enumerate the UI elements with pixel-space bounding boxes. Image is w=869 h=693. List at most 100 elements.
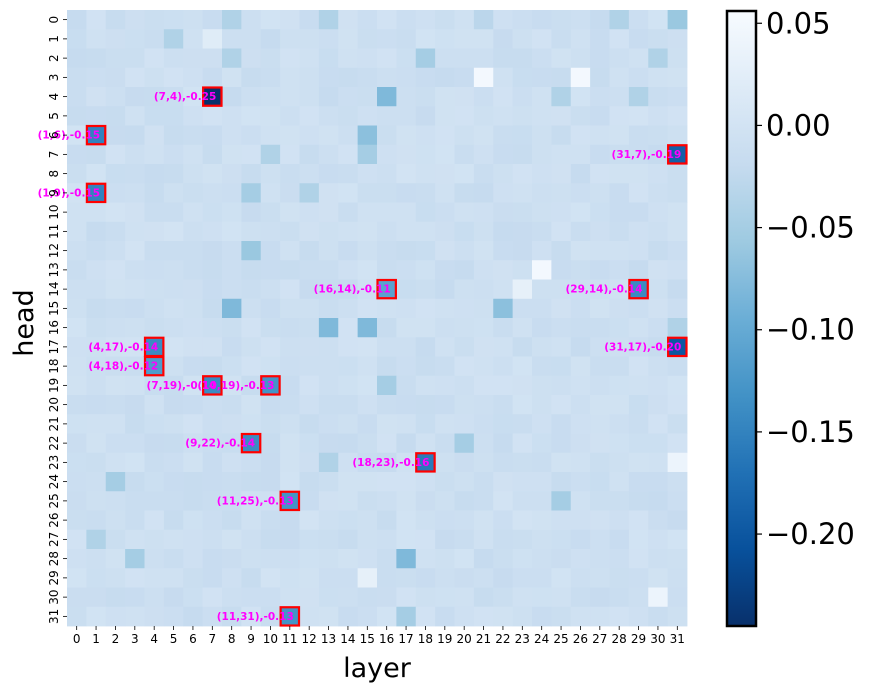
- heatmap-cell: [318, 491, 339, 511]
- heatmap-cell: [415, 337, 436, 357]
- heatmap-cell: [86, 529, 107, 550]
- highlight-box: [667, 144, 688, 165]
- heatmap-cell: [105, 395, 126, 415]
- heatmap-cell: [454, 529, 475, 550]
- heatmap-cell: [241, 260, 262, 280]
- heatmap-cell: [144, 606, 165, 627]
- heatmap-cell: [454, 10, 475, 30]
- heatmap-cell: [241, 318, 262, 338]
- heatmap-cell: [570, 433, 591, 454]
- heatmap-cell: [628, 606, 649, 627]
- y-tick-label: 18: [47, 358, 61, 373]
- heatmap-cell: [377, 472, 397, 492]
- heatmap-cell: [590, 144, 610, 165]
- heatmap-cell: [551, 414, 572, 434]
- heatmap-cell: [570, 549, 591, 569]
- heatmap-cell: [473, 10, 494, 30]
- heatmap-cell: [590, 164, 610, 184]
- heatmap-cell: [551, 279, 572, 300]
- heatmap-cell: [648, 375, 669, 396]
- heatmap-cell: [338, 529, 359, 550]
- heatmap-cell: [396, 241, 417, 261]
- heatmap-cell: [202, 529, 223, 550]
- heatmap-cell: [105, 221, 126, 242]
- heatmap-cell: [144, 414, 165, 434]
- heatmap-cell: [551, 67, 572, 88]
- x-tick-label: 19: [437, 632, 452, 646]
- heatmap-cell: [473, 529, 494, 550]
- heatmap-cell: [473, 48, 494, 69]
- heatmap-cell: [493, 48, 514, 69]
- heatmap-cell: [628, 356, 649, 377]
- heatmap-cell: [86, 221, 107, 242]
- heatmap-cell: [86, 337, 107, 357]
- heatmap-cell: [493, 414, 514, 434]
- heatmap-cell: [105, 510, 126, 531]
- heatmap-cell: [241, 10, 262, 30]
- heatmap-cell: [415, 491, 436, 511]
- heatmap-cell: [551, 375, 572, 396]
- heatmap-cell: [628, 568, 649, 588]
- heatmap-cell: [454, 491, 475, 511]
- heatmap-cell: [318, 375, 339, 396]
- heatmap-cell: [551, 337, 572, 357]
- heatmap-cell: [570, 414, 591, 434]
- heatmap-cell: [396, 587, 417, 608]
- heatmap-cell: [125, 414, 145, 434]
- heatmap-cell: [609, 375, 630, 396]
- heatmap-cell: [67, 29, 87, 49]
- annotation-label: (10,19),-0.13: [197, 380, 274, 392]
- heatmap-cell: [86, 202, 107, 223]
- heatmap-cell: [532, 106, 552, 126]
- heatmap-cell: [628, 549, 649, 569]
- heatmap-cell: [67, 318, 87, 338]
- heatmap-cell: [532, 87, 552, 107]
- heatmap-cell: [86, 414, 107, 434]
- heatmap-cell: [202, 337, 223, 357]
- heatmap-cell: [318, 125, 339, 146]
- heatmap-cell: [648, 183, 669, 203]
- heatmap-cell: [473, 491, 494, 511]
- heatmap-cell: [125, 87, 145, 107]
- heatmap-cell: [241, 164, 262, 184]
- heatmap-cell: [357, 491, 378, 511]
- heatmap-cell: [377, 510, 397, 531]
- heatmap-cell: [86, 48, 107, 69]
- heatmap-cell: [532, 279, 552, 300]
- heatmap-cell: [570, 48, 591, 69]
- heatmap-cell: [590, 67, 610, 88]
- heatmap-cell: [628, 510, 649, 531]
- heatmap-cell: [415, 298, 436, 319]
- heatmap-cell: [512, 67, 533, 88]
- heatmap-cell: [512, 491, 533, 511]
- heatmap-cell: [105, 452, 126, 473]
- heatmap-cell: [667, 375, 688, 396]
- heatmap-cell: [628, 414, 649, 434]
- heatmap-cell: [667, 472, 688, 492]
- heatmap-cell: [377, 433, 397, 454]
- heatmap-cell: [105, 241, 126, 261]
- heatmap-cell: [396, 433, 417, 454]
- heatmap-cell: [532, 48, 552, 69]
- heatmap-cell: [144, 452, 165, 473]
- heatmap-cell: [551, 529, 572, 550]
- heatmap-cell: [532, 10, 552, 30]
- heatmap-cell: [202, 452, 223, 473]
- heatmap-cell: [667, 67, 688, 88]
- heatmap-cell: [551, 433, 572, 454]
- heatmap-cell: [260, 587, 281, 608]
- heatmap-cell: [628, 202, 649, 223]
- heatmap-cell: [163, 298, 184, 319]
- heatmap-cell: [667, 10, 688, 30]
- heatmap-cell: [435, 568, 455, 588]
- heatmap-cell: [318, 568, 339, 588]
- heatmap-cell: [338, 144, 359, 165]
- heatmap-cell: [493, 221, 514, 242]
- heatmap-cell: [86, 472, 107, 492]
- heatmap-cell: [667, 202, 688, 223]
- heatmap-cell: [396, 337, 417, 357]
- heatmap-cell: [86, 356, 107, 377]
- heatmap-cell: [67, 529, 87, 550]
- colorbar-tick-label: −0.15: [766, 415, 855, 449]
- heatmap-cell: [260, 568, 281, 588]
